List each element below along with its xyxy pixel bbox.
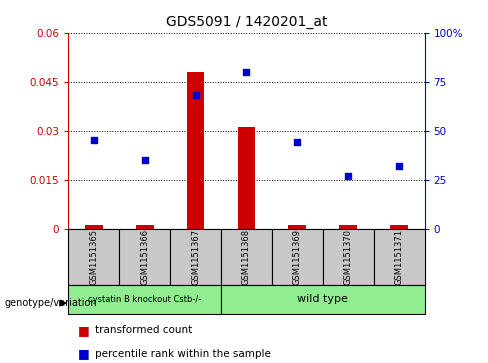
Text: percentile rank within the sample: percentile rank within the sample: [95, 349, 271, 359]
Point: [141, 157, 148, 163]
Bar: [323, 229, 374, 285]
Bar: [374, 229, 425, 285]
Text: ■: ■: [78, 347, 90, 360]
Text: GSM1151371: GSM1151371: [395, 229, 404, 285]
Bar: [238, 127, 255, 229]
Bar: [68, 285, 221, 314]
Text: ■: ■: [78, 324, 90, 337]
Text: GSM1151369: GSM1151369: [293, 229, 302, 285]
Bar: [119, 229, 170, 285]
Point: [345, 173, 352, 179]
Text: cystatin B knockout Cstb-/-: cystatin B knockout Cstb-/-: [88, 295, 201, 304]
Point: [192, 93, 200, 98]
Bar: [221, 229, 272, 285]
Text: GSM1151370: GSM1151370: [344, 229, 353, 285]
Text: GSM1151368: GSM1151368: [242, 229, 251, 285]
Bar: [390, 225, 408, 229]
Point: [243, 69, 250, 75]
Bar: [170, 229, 221, 285]
Bar: [68, 229, 119, 285]
Bar: [339, 225, 357, 229]
Bar: [221, 285, 425, 314]
Point: [293, 139, 301, 145]
Title: GDS5091 / 1420201_at: GDS5091 / 1420201_at: [166, 15, 327, 29]
Text: GSM1151366: GSM1151366: [140, 229, 149, 285]
Text: transformed count: transformed count: [95, 325, 192, 335]
Text: GSM1151367: GSM1151367: [191, 229, 200, 285]
Bar: [136, 225, 154, 229]
Point: [90, 138, 98, 143]
Bar: [85, 225, 102, 229]
Text: wild type: wild type: [297, 294, 348, 305]
Bar: [186, 72, 204, 229]
Text: genotype/variation: genotype/variation: [5, 298, 98, 308]
Text: GSM1151365: GSM1151365: [89, 229, 98, 285]
Bar: [272, 229, 323, 285]
Point: [395, 163, 403, 169]
Bar: [288, 225, 306, 229]
